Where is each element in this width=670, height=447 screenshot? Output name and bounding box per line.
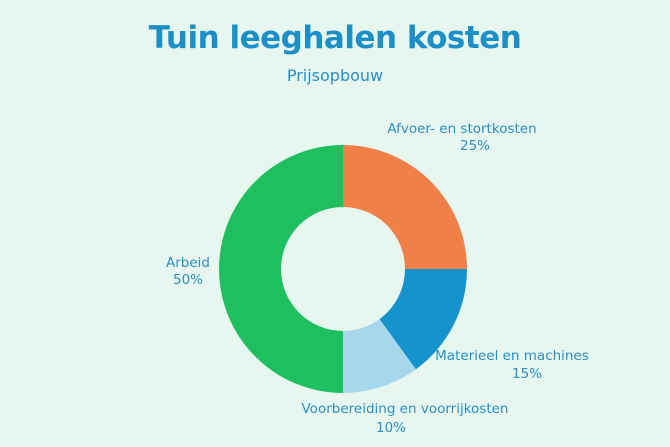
slice-label: Arbeid: [166, 255, 210, 271]
slice-1: [379, 269, 467, 370]
slice-3: [219, 145, 343, 393]
slice-value-label: 25%: [460, 138, 490, 154]
slice-2: [343, 319, 416, 393]
slice-value-label: 50%: [173, 272, 203, 288]
chart-subtitle: Prijsopbouw: [286, 66, 384, 85]
slice-0: [343, 145, 467, 269]
slice-value-label: 15%: [512, 366, 542, 382]
slice-label: Materieel en machines: [435, 348, 589, 364]
slice-label: Voorbereiding en voorrijkosten: [302, 401, 509, 417]
chart-title: Tuin leeghalen kosten: [148, 20, 522, 56]
slice-label: Afvoer- en stortkosten: [387, 121, 536, 137]
slice-value-label: 10%: [376, 420, 406, 436]
